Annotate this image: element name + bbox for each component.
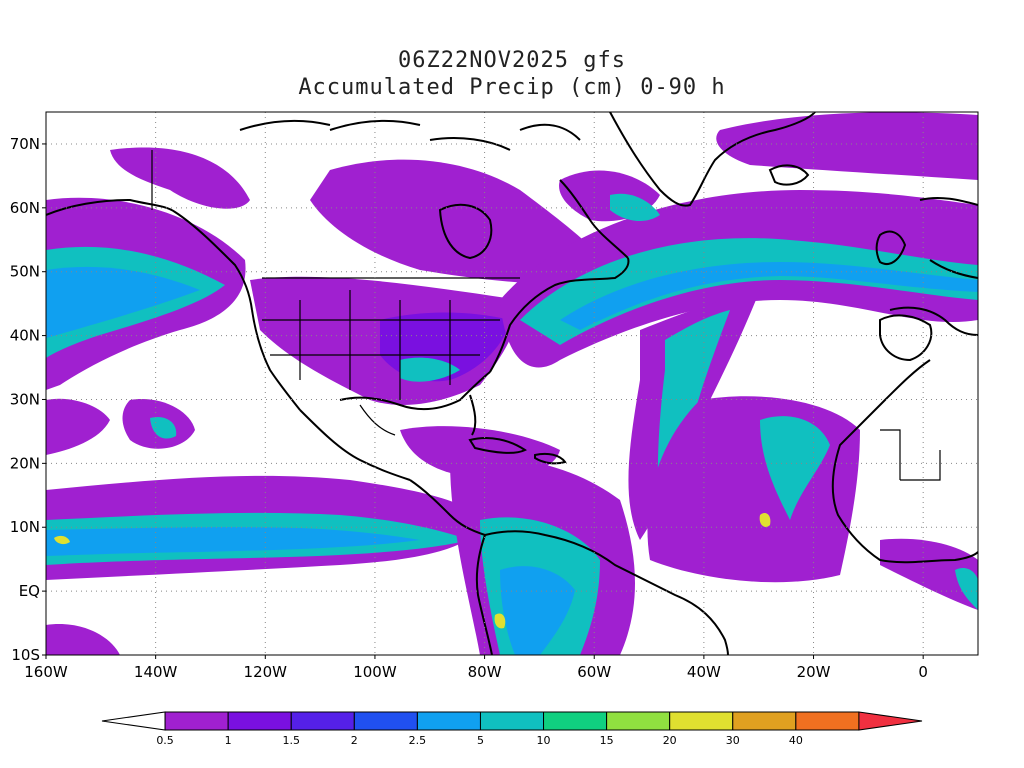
colorbar-swatch [858, 711, 923, 731]
coast-cuba [468, 437, 527, 454]
colorbar-swatch [795, 711, 860, 731]
coast-africa [831, 359, 978, 564]
lon-tick-label: 160W [24, 663, 68, 681]
lon-axis: 160W 140W 120W 100W 80W 60W 40W 20W 0 [24, 655, 928, 681]
lat-tick-label: 10N [10, 518, 40, 536]
precip-canada [110, 147, 250, 209]
colorbar-label: 40 [789, 734, 803, 747]
colorbar-swatch [227, 711, 292, 731]
colorbar-swatch [479, 711, 545, 731]
colorbar-label: 15 [600, 734, 614, 747]
state-boundaries [151, 150, 941, 481]
coast-labrador [559, 179, 629, 259]
colorbar-swatch [164, 711, 229, 731]
coast-florida [469, 394, 477, 436]
lat-tick-label: EQ [19, 582, 40, 600]
lat-axis: 70N 60N 50N 40N 30N 20N 10N EQ 10S [10, 135, 46, 664]
colorbar-swatch [353, 711, 418, 731]
coast-hispaniola [534, 452, 567, 465]
colorbar-label: 2 [351, 734, 358, 747]
lat-tick-label: 60N [10, 199, 40, 217]
colorbar: 0.5 1 1.5 2 2.5 5 10 15 20 30 40 [101, 711, 923, 747]
coast-gulf [339, 371, 491, 411]
lon-tick-label: 20W [797, 663, 831, 681]
lon-tick-label: 60W [577, 663, 611, 681]
lat-tick-label: 50N [10, 263, 40, 281]
precip-fields [46, 112, 978, 655]
coast-us-west [251, 309, 301, 411]
coast-alaska [46, 198, 253, 311]
colorbar-label: 1 [225, 734, 232, 747]
coast-central-america [409, 479, 486, 536]
lat-tick-label: 40N [10, 327, 40, 345]
colorbar-label: 30 [726, 734, 740, 747]
lon-tick-label: 40W [687, 663, 721, 681]
coast-uk [875, 230, 907, 265]
map-subtitle: Accumulated Precip (cm) 0-90 h [298, 75, 726, 100]
coast-hudson-bay [438, 203, 493, 260]
coast-us-east [489, 257, 630, 373]
gridlines [46, 112, 978, 655]
colorbar-swatch [416, 711, 481, 731]
coast-south-america [475, 530, 729, 655]
coast-iceland [768, 164, 810, 186]
colorbar-swatch [732, 711, 797, 731]
coast-iberia [879, 314, 933, 362]
lat-tick-label: 20N [10, 454, 40, 472]
lon-tick-label: 100W [353, 663, 397, 681]
colorbar-swatch [543, 711, 608, 731]
colorbar-label: 1.5 [282, 734, 300, 747]
coast-greenland [609, 112, 816, 207]
map-title: 06Z22NOV2025 gfs [398, 48, 626, 73]
lon-tick-label: 80W [468, 663, 502, 681]
colorbar-swatch [606, 711, 671, 731]
lat-tick-label: 10S [11, 646, 40, 664]
colorbar-label: 20 [663, 734, 677, 747]
colorbar-swatch [669, 711, 734, 731]
colorbar-swatch [101, 711, 166, 731]
colorbar-label: 2.5 [409, 734, 427, 747]
lat-tick-label: 70N [10, 135, 40, 153]
coastlines [46, 112, 978, 655]
lon-tick-label: 140W [134, 663, 178, 681]
coast-europe [889, 196, 978, 336]
colorbar-swatch [290, 711, 355, 731]
lon-tick-label: 120W [244, 663, 288, 681]
coast-mexico [299, 409, 411, 481]
colorbar-label: 10 [537, 734, 551, 747]
lat-tick-label: 30N [10, 390, 40, 408]
plot-frame [45, 111, 979, 656]
lon-tick-label: 0 [918, 663, 928, 681]
colorbar-label: 0.5 [156, 734, 174, 747]
colorbar-label: 5 [477, 734, 484, 747]
